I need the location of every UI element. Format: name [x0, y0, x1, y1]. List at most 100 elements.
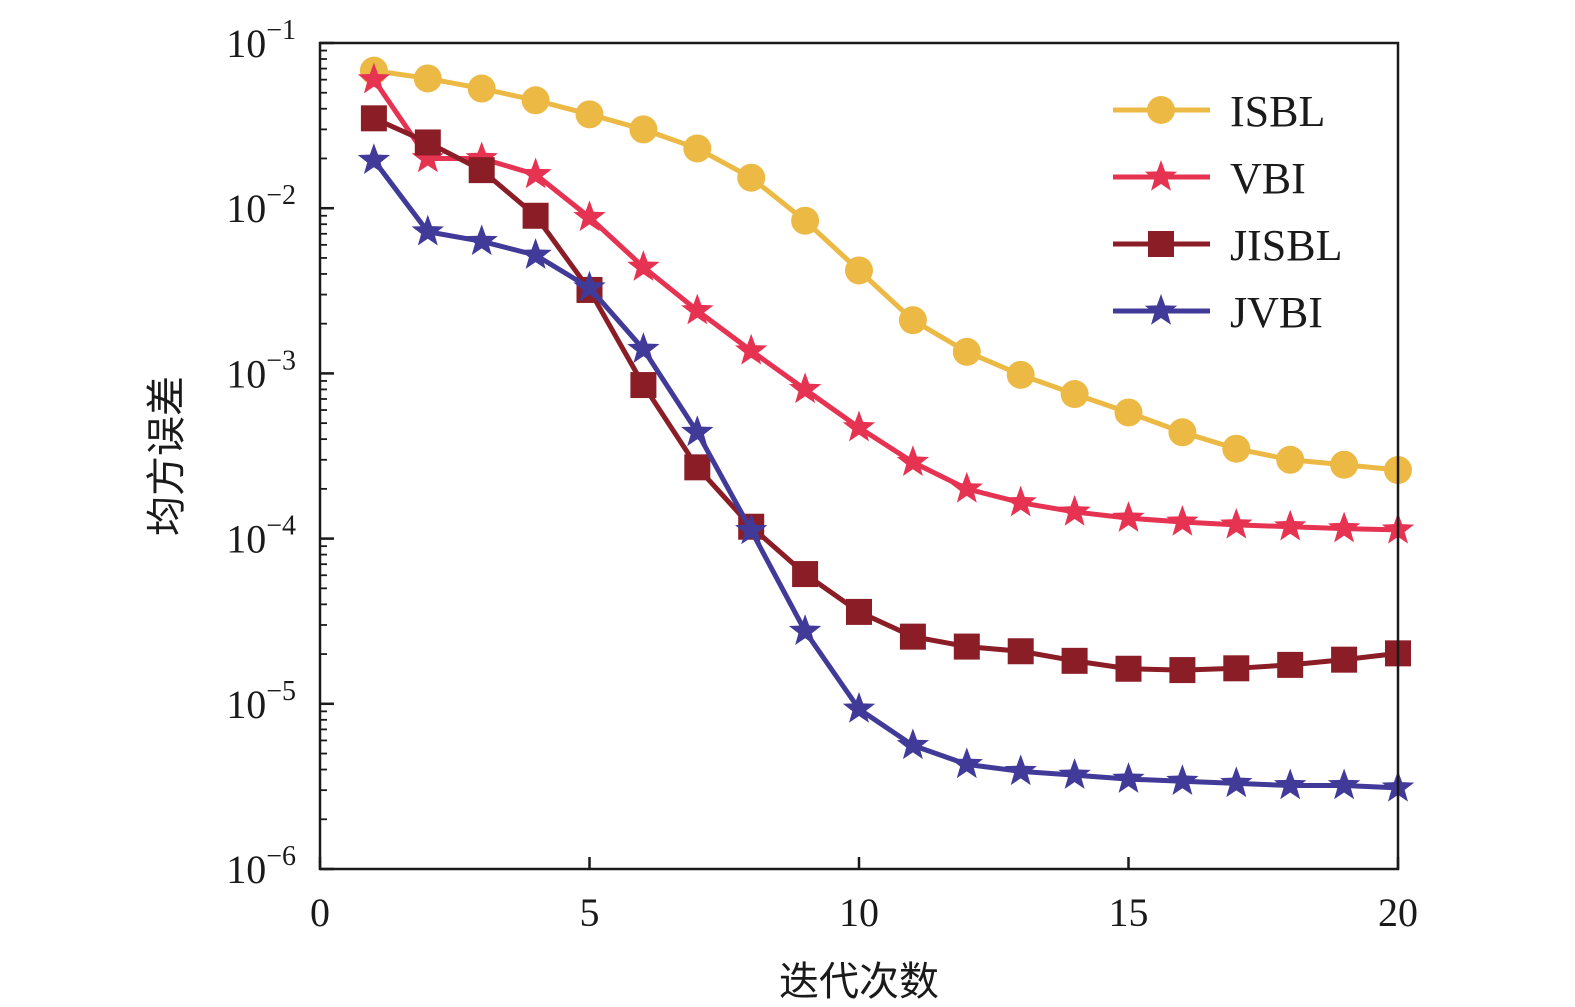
data-point-jisbl: [1331, 646, 1358, 673]
data-point-jisbl: [953, 633, 980, 660]
data-point-jisbl: [360, 105, 387, 132]
data-point-vbi: [681, 293, 714, 325]
data-point-isbl: [413, 64, 442, 93]
legend-marker: [1148, 231, 1174, 257]
data-point-jisbl: [899, 623, 926, 650]
data-point-jvbi: [1220, 766, 1253, 798]
y-tick-base: 10: [226, 517, 266, 562]
x-tick-label: 5: [580, 890, 600, 935]
data-point-isbl: [1114, 398, 1143, 427]
legend: ISBL VBI JISBL JVBI: [1113, 87, 1342, 337]
legend-label: JVBI: [1230, 288, 1323, 337]
data-point-jisbl: [1277, 651, 1304, 678]
data-point-vbi: [1220, 507, 1253, 539]
data-point-jisbl: [846, 598, 872, 625]
legend-marker: [1144, 160, 1178, 191]
y-tick-label: 10−4: [226, 511, 296, 562]
data-point-vbi: [1274, 509, 1307, 541]
y-axis-ticks: 10−610−510−410−310−210−1: [226, 15, 334, 892]
data-point-jvbi: [465, 224, 498, 256]
data-point-isbl: [845, 256, 873, 285]
data-point-jisbl: [1061, 647, 1088, 674]
data-point-isbl: [1060, 380, 1089, 409]
series-jvbi: [357, 143, 1415, 802]
data-point-jisbl: [414, 129, 441, 156]
data-point-vbi: [788, 372, 822, 404]
y-tick-label: 10−3: [226, 345, 296, 396]
y-tick-base: 10: [226, 186, 266, 231]
y-tick-exponent: −4: [266, 511, 296, 542]
series-layer: [357, 56, 1415, 802]
data-point-jvbi: [896, 728, 930, 760]
data-point-vbi: [1327, 511, 1361, 543]
legend-item-isbl: ISBL: [1113, 87, 1325, 136]
y-tick-label: 10−2: [226, 180, 296, 231]
data-point-vbi: [735, 333, 768, 365]
legend-marker: [1147, 96, 1175, 124]
data-point-vbi: [1004, 485, 1037, 517]
data-point-jisbl: [1169, 657, 1196, 684]
x-tick-label: 0: [310, 890, 330, 935]
data-point-jvbi: [842, 692, 876, 723]
y-tick-base: 10: [226, 351, 266, 396]
legend-label: VBI: [1230, 154, 1306, 203]
data-point-isbl: [1168, 418, 1197, 447]
legend-item-jvbi: JVBI: [1113, 288, 1323, 337]
data-point-jvbi: [1112, 762, 1145, 793]
legend-label: ISBL: [1230, 87, 1325, 136]
legend-item-jisbl: JISBL: [1113, 221, 1342, 270]
data-point-isbl: [467, 74, 496, 103]
x-tick-label: 10: [839, 890, 879, 935]
data-point-jvbi: [1327, 768, 1361, 800]
data-point-jvbi: [411, 214, 444, 246]
data-point-jisbl: [1115, 655, 1142, 682]
y-tick-label: 10−5: [226, 676, 296, 727]
data-point-vbi: [519, 157, 552, 189]
data-point-vbi: [842, 410, 876, 442]
x-tick-label: 15: [1109, 890, 1149, 935]
data-point-vbi: [950, 471, 983, 503]
y-tick-base: 10: [226, 847, 266, 892]
series-vbi: [357, 62, 1415, 544]
data-point-jvbi: [681, 415, 714, 447]
data-point-vbi: [357, 62, 391, 94]
plot-frame: [318, 41, 1400, 871]
data-point-isbl: [737, 163, 766, 192]
y-tick-exponent: −3: [266, 345, 296, 376]
data-point-jisbl: [522, 202, 549, 229]
data-point-jvbi: [1166, 764, 1199, 795]
series-isbl: [359, 56, 1412, 485]
data-point-isbl: [1006, 360, 1035, 389]
data-point-isbl: [791, 206, 820, 235]
data-point-jvbi: [950, 747, 983, 779]
x-axis-ticks: 0 5 10 15 20: [310, 857, 1418, 935]
data-point-vbi: [627, 250, 660, 281]
data-point-isbl: [575, 100, 604, 129]
legend-item-vbi: VBI: [1113, 154, 1306, 203]
data-point-jvbi: [1274, 768, 1307, 800]
data-point-jvbi: [1004, 754, 1037, 786]
data-point-jvbi: [735, 513, 768, 545]
data-point-jisbl: [630, 372, 657, 399]
data-point-isbl: [683, 134, 712, 163]
y-tick-exponent: −5: [266, 676, 296, 707]
data-point-vbi: [1112, 501, 1145, 532]
data-point-jisbl: [1223, 655, 1250, 682]
y-tick-base: 10: [226, 682, 266, 727]
y-tick-base: 10: [226, 21, 266, 66]
y-tick-exponent: −2: [266, 180, 296, 211]
data-point-vbi: [896, 445, 930, 476]
data-point-isbl: [1276, 445, 1305, 474]
data-point-isbl: [521, 86, 550, 115]
data-point-jvbi: [357, 143, 391, 175]
data-point-jvbi: [788, 614, 822, 645]
data-point-jisbl: [468, 157, 495, 184]
legend-label: JISBL: [1230, 221, 1342, 270]
data-point-isbl: [1222, 434, 1251, 463]
y-tick-label: 10−1: [226, 15, 296, 66]
y-axis-label: 均方误差: [144, 376, 190, 536]
legend-marker: [1144, 294, 1178, 325]
data-point-vbi: [1058, 494, 1091, 526]
data-point-jisbl: [684, 454, 711, 481]
